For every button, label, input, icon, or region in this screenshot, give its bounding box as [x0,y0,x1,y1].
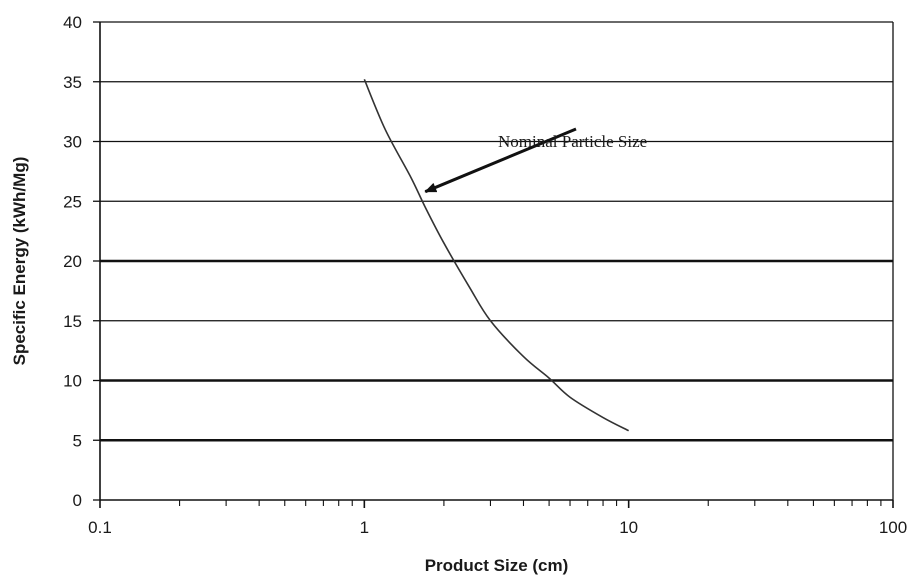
x-axis-title: Product Size (cm) [425,556,569,575]
y-tick-label: 35 [63,73,82,92]
annotation-layer: Nominal Particle Size [424,127,647,194]
y-tick-label: 25 [63,192,82,211]
y-tick-label: 40 [63,13,82,32]
x-tick-label: 10 [619,518,638,537]
y-tick-label: 15 [63,312,82,331]
y-tick-label: 30 [63,133,82,152]
series-line-0 [363,79,630,432]
y-tick-label: 20 [63,252,82,271]
y-tick-label: 0 [73,491,82,510]
grid-layer [100,81,893,442]
x-tick-label: 0.1 [88,518,112,537]
x-tick-label: 100 [879,518,907,537]
annotation-text: Nominal Particle Size [498,132,647,151]
series-layer [363,79,630,432]
y-axis-title: Specific Energy (kWh/Mg) [10,157,29,366]
y-tick-label: 5 [73,431,82,450]
axes-layer: 0 5 10 15 20 25 30 35 40 0.1 1 10 100 [63,13,907,537]
annotation-arrow [424,127,577,194]
y-tick-label: 10 [63,372,82,391]
x-tick-label: 1 [360,518,369,537]
